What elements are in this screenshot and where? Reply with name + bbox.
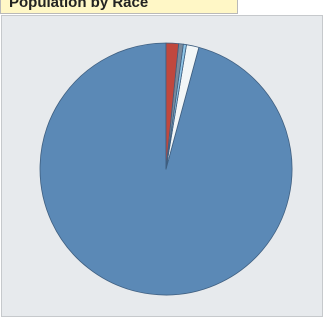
pie-slice-5: [165, 42, 180, 170]
chart-frame: [1, 15, 323, 317]
pie-chart: [39, 42, 293, 296]
chart-title: Population by Race: [0, 0, 238, 14]
